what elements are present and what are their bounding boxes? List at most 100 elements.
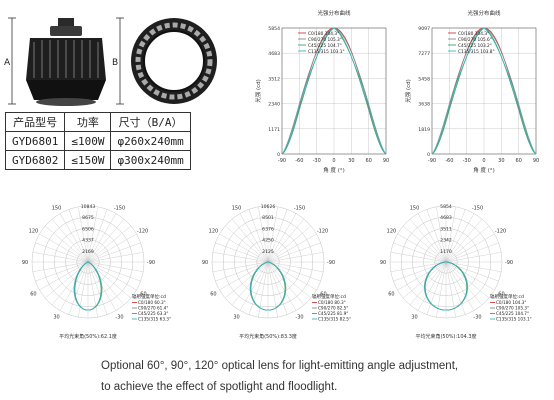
- ring-label: 8501: [262, 215, 274, 221]
- lamp-side-view: A: [4, 17, 106, 106]
- dimension-label-a: A: [4, 58, 11, 68]
- legend-entry: C45/225 104.7°: [308, 43, 342, 49]
- lamp-mount: [58, 18, 74, 26]
- spec-cell: GYD6801: [4, 131, 66, 151]
- polar-spoke: [219, 233, 269, 263]
- polar-spoke: [402, 225, 447, 263]
- polar-spoke: [32, 261, 89, 272]
- polar-spoke: [417, 261, 447, 311]
- polar-spoke: [87, 233, 137, 263]
- polar-spoke: [51, 218, 89, 263]
- angle-label: -120: [137, 229, 148, 235]
- polar-spoke: [267, 261, 324, 272]
- legend-entry: C0/180 80.3°: [318, 300, 346, 305]
- y-axis-label: 光强 (cd): [404, 79, 412, 103]
- legend-entry: C90/270 61.4°: [138, 306, 168, 311]
- polar-spoke: [87, 261, 141, 282]
- intensity-chart-1: 光强分布曲线 -90 -60 -30 0 30 60 90 0 1171 2340 3512 4683 5…: [254, 9, 389, 174]
- x-tick-label: -30: [463, 158, 471, 164]
- series-line: [431, 27, 537, 155]
- polar-chart-120: 1170 2342 3511 4683 5854 -150 150 -120 120 -90 90 -…: [380, 204, 532, 340]
- polar-spoke: [59, 213, 89, 263]
- polar-spoke: [426, 209, 447, 263]
- angle-label: -60: [138, 292, 146, 298]
- polar-spoke: [445, 225, 490, 263]
- legend-entry: C45/225 104.7°: [496, 311, 529, 316]
- ring-label: 2342: [440, 238, 452, 244]
- ring-label: 2169: [82, 249, 94, 255]
- polar-spoke: [215, 261, 269, 282]
- polar-spoke: [87, 206, 98, 263]
- polar-spoke: [267, 261, 297, 311]
- polar-spoke: [445, 252, 502, 263]
- polar-spoke: [35, 242, 89, 263]
- angle-label: 120: [209, 229, 219, 235]
- ring-label: 4337: [82, 238, 94, 244]
- x-tick-label: 30: [498, 158, 504, 164]
- x-tick-label: 90: [383, 158, 389, 164]
- y-tick-label: 5458: [418, 76, 430, 82]
- legend-entry: C90/270 105.6°: [458, 37, 492, 43]
- angle-label: -120: [317, 229, 328, 235]
- x-tick-label: 60: [365, 158, 371, 164]
- legend-entry: C45/225 103.2°: [458, 43, 492, 49]
- legend-title: 辐射强度单位:cd: [490, 293, 524, 300]
- x-tick-label: 60: [515, 158, 521, 164]
- polar-spoke: [267, 261, 305, 306]
- angle-label: 90: [202, 260, 208, 266]
- angle-label: 150: [232, 205, 242, 211]
- polar-spoke: [445, 218, 483, 263]
- polar-spoke: [68, 209, 89, 263]
- polar-spoke: [409, 218, 447, 263]
- intensity-chart-2: 光强分布曲线 -90 -60 -30 0 30 60 90 0 1819 3638 5458 7277 9…: [404, 9, 539, 174]
- polar-spoke: [68, 261, 89, 315]
- series-line: [281, 27, 387, 155]
- caption-line-2: to achieve the effect of spotlight and f…: [101, 381, 338, 393]
- angle-label: 60: [210, 292, 216, 298]
- polar-spoke: [267, 261, 321, 282]
- x-tick-label: 0: [332, 158, 335, 164]
- polar-spoke: [397, 261, 447, 291]
- polar-spoke: [39, 261, 89, 291]
- spec-cell: ≤150W: [64, 150, 112, 170]
- legend-entry: C90/270 105.3°: [308, 37, 342, 43]
- polar-spoke: [436, 206, 447, 263]
- polar-spoke: [87, 261, 98, 318]
- polar-spoke: [87, 252, 144, 263]
- ring-label: 6506: [82, 226, 94, 232]
- ring-label: 4250: [262, 238, 274, 244]
- y-tick-label: 3638: [418, 102, 430, 108]
- polar-spoke: [231, 218, 269, 263]
- polar-spoke: [44, 225, 89, 263]
- polar-spoke: [445, 213, 475, 263]
- polar-spoke: [426, 261, 447, 315]
- ring-label: 6376: [262, 226, 274, 232]
- polar-spoke: [445, 261, 495, 291]
- legend-entry: C90/270 105.3°: [496, 306, 529, 311]
- legend-entry: C0/180 60.3°: [138, 300, 166, 305]
- y-tick-label: 1171: [268, 127, 280, 133]
- polar-spoke: [397, 233, 447, 263]
- polar-chart-60: 2169 4337 6506 8675 10843 -150 150 -120 120 -90 90…: [22, 204, 171, 340]
- polar-spoke: [248, 209, 269, 263]
- ring-label: 8675: [82, 215, 94, 221]
- ring-label: 1170: [440, 249, 452, 255]
- polar-spoke: [212, 252, 269, 263]
- polar-spoke: [390, 261, 447, 272]
- polar-spoke: [267, 261, 288, 315]
- y-tick-label: 9097: [418, 26, 430, 32]
- polar-spoke: [87, 261, 144, 272]
- angle-label: 90: [380, 260, 386, 266]
- polar-spoke: [267, 213, 297, 263]
- x-tick-label: -90: [278, 158, 286, 164]
- table-row: GYD6802 ≤150W φ300x240mm: [4, 150, 191, 170]
- polar-spoke: [267, 225, 312, 263]
- angle-label: -30: [295, 315, 303, 321]
- polar-spoke: [445, 261, 475, 311]
- x-axis-label: 角 度 (°): [323, 166, 345, 174]
- beam-angle-footer: 平均光束角(50%):104.3度: [415, 333, 476, 340]
- legend-title: 辐射强度单位:cd: [312, 293, 346, 300]
- dimension-label-b: B: [112, 58, 118, 68]
- angle-label: 30: [411, 315, 417, 321]
- polar-spoke: [267, 206, 278, 263]
